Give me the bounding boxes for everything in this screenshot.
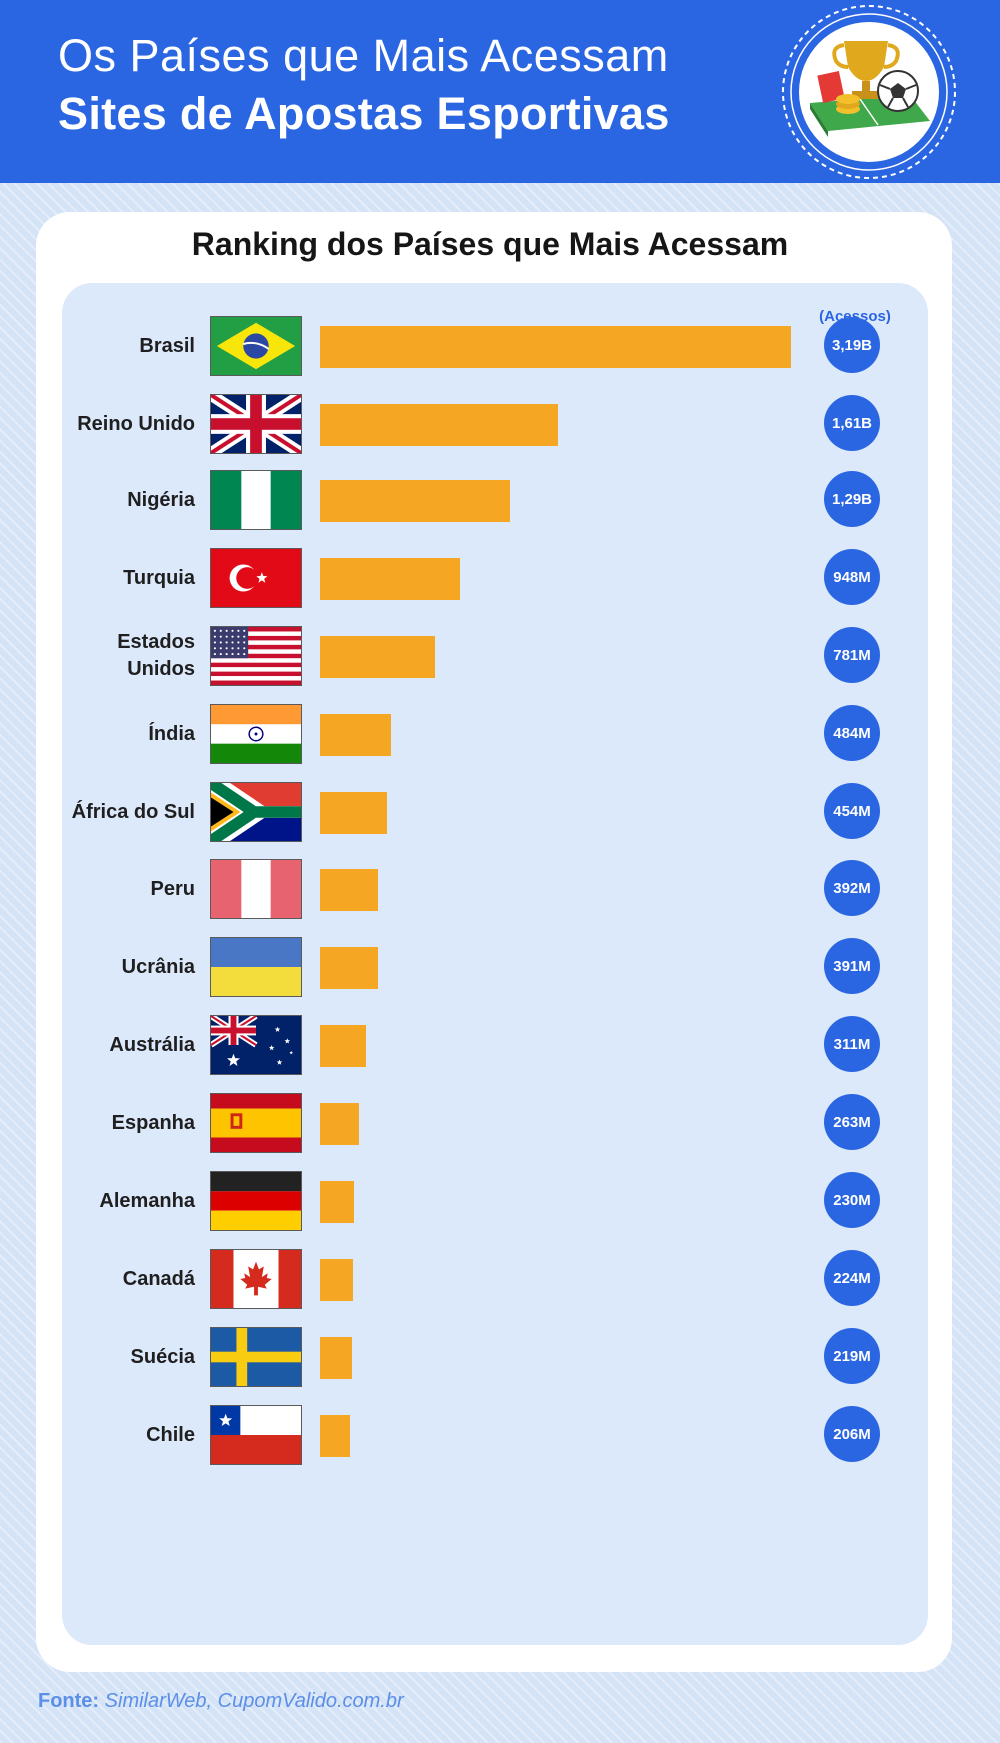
- category-label: Peru: [150, 877, 195, 900]
- source-label: Fonte:: [38, 1690, 100, 1712]
- chart-row: Chile 206M: [0, 1405, 1000, 1465]
- value-label: 3,19B: [824, 317, 880, 373]
- category-label: Suécia: [130, 1345, 195, 1368]
- chart-title: Ranking dos Países que Mais Acessam: [191, 226, 789, 262]
- header-title-line1: Os Países que Mais Acessam: [58, 30, 669, 81]
- chart-row: Alemanha 230M: [0, 1171, 1000, 1231]
- bar: [320, 869, 378, 911]
- source-footer: Fonte: SimilarWeb, CupomValido.com.br: [38, 1690, 404, 1713]
- bar: [320, 714, 391, 756]
- bar: [320, 1259, 353, 1301]
- bar: [320, 636, 435, 678]
- chart-row: Suécia 219M: [0, 1327, 1000, 1387]
- value-label: 219M: [824, 1328, 880, 1384]
- category-label: Alemanha: [99, 1189, 195, 1212]
- chart-row: Brasil 3,19B: [0, 316, 1000, 376]
- value-label: 263M: [824, 1094, 880, 1150]
- canada-flag-icon: [210, 1249, 302, 1309]
- value-label: 230M: [824, 1172, 880, 1228]
- chart-row: Índia 484M: [0, 704, 1000, 764]
- bar: [320, 1181, 354, 1223]
- bar: [320, 1337, 352, 1379]
- category-label: Nigéria: [127, 488, 195, 511]
- header-title-line2: Sites de Apostas Esportivas: [58, 88, 670, 139]
- spain-flag-icon: [210, 1093, 302, 1153]
- bar: [320, 404, 558, 446]
- bar: [320, 1103, 359, 1145]
- category-label: Austrália: [109, 1033, 195, 1056]
- trophy-ball-coins-icon: [782, 5, 956, 179]
- value-label: 781M: [824, 627, 880, 683]
- category-label: Espanha: [111, 1111, 195, 1134]
- chart-row: Austrália 311M: [0, 1015, 1000, 1075]
- south-africa-flag-icon: [210, 782, 302, 842]
- nigeria-flag-icon: [210, 470, 302, 530]
- value-label: 392M: [824, 860, 880, 916]
- value-label: 206M: [824, 1406, 880, 1462]
- uk-flag-icon: [210, 394, 302, 454]
- value-label: 454M: [824, 783, 880, 839]
- value-label: 391M: [824, 938, 880, 994]
- ukraine-flag-icon: [210, 937, 302, 997]
- chart-row: Estados Unidos 781M: [0, 626, 1000, 686]
- chart-row: Nigéria 1,29B: [0, 470, 1000, 530]
- chart-row: Canadá 224M: [0, 1249, 1000, 1309]
- bar: [320, 326, 791, 368]
- value-label: 1,29B: [824, 471, 880, 527]
- value-label: 484M: [824, 705, 880, 761]
- bar: [320, 480, 510, 522]
- category-label: Chile: [146, 1423, 195, 1446]
- category-label: Turquia: [123, 566, 195, 589]
- source-text: SimilarWeb, CupomValido.com.br: [104, 1690, 404, 1712]
- chart-row: Turquia 948M: [0, 548, 1000, 608]
- bar: [320, 947, 378, 989]
- bar: [320, 792, 387, 834]
- chart-row: Peru 392M: [0, 859, 1000, 919]
- australia-flag-icon: [210, 1015, 302, 1075]
- chart-row: África do Sul 454M: [0, 782, 1000, 842]
- chile-flag-icon: [210, 1405, 302, 1465]
- chart-row: Ucrânia 391M: [0, 937, 1000, 997]
- header-banner: Os Países que Mais Acessam Sites de Apos…: [0, 0, 1000, 183]
- india-flag-icon: [210, 704, 302, 764]
- peru-flag-icon: [210, 859, 302, 919]
- bar: [320, 1025, 366, 1067]
- bar: [320, 1415, 350, 1457]
- bar: [320, 558, 460, 600]
- value-label: 1,61B: [824, 395, 880, 451]
- value-label: 311M: [824, 1016, 880, 1072]
- category-label: Reino Unido: [77, 412, 195, 435]
- value-label: 948M: [824, 549, 880, 605]
- category-label: Estados Unidos: [117, 631, 195, 680]
- category-label: Índia: [148, 722, 195, 745]
- germany-flag-icon: [210, 1171, 302, 1231]
- chart-row: Reino Unido 1,61B: [0, 394, 1000, 454]
- category-label: Ucrânia: [121, 955, 195, 978]
- category-label: Brasil: [139, 334, 195, 357]
- value-label: 224M: [824, 1250, 880, 1306]
- usa-flag-icon: [210, 626, 302, 686]
- sweden-flag-icon: [210, 1327, 302, 1387]
- brazil-flag-icon: [210, 316, 302, 376]
- turkey-flag-icon: [210, 548, 302, 608]
- chart-row: Espanha 263M: [0, 1093, 1000, 1153]
- category-label: Canadá: [122, 1267, 195, 1290]
- category-label: África do Sul: [71, 800, 195, 823]
